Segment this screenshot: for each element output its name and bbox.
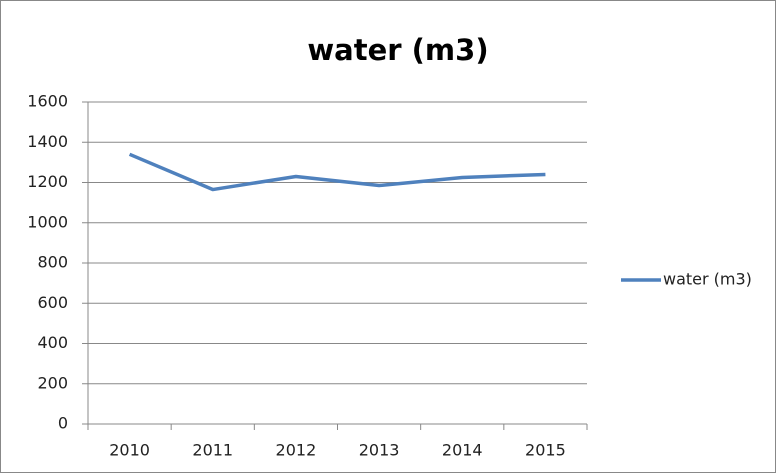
x-tick-label: 2014 [442, 441, 483, 460]
y-tick-label: 1600 [27, 92, 68, 111]
data-line [128, 152, 546, 192]
y-tick-label: 400 [37, 333, 68, 352]
x-tick-label: 2013 [359, 441, 400, 460]
legend-label: water (m3) [663, 270, 752, 289]
chart-title: water (m3) [307, 33, 488, 67]
x-tick-label: 2012 [276, 441, 317, 460]
y-tick-label: 1000 [27, 212, 68, 231]
y-tick-label: 800 [37, 253, 68, 272]
x-tick-label: 2015 [525, 441, 566, 460]
x-tick-label: 2011 [192, 441, 233, 460]
y-tick-label: 1200 [27, 172, 68, 191]
y-tick-label: 1400 [27, 132, 68, 151]
y-tick-label: 600 [37, 293, 68, 312]
y-tick-label: 0 [58, 414, 68, 433]
x-tick-label: 2010 [109, 441, 150, 460]
y-tick-label: 200 [37, 373, 68, 392]
